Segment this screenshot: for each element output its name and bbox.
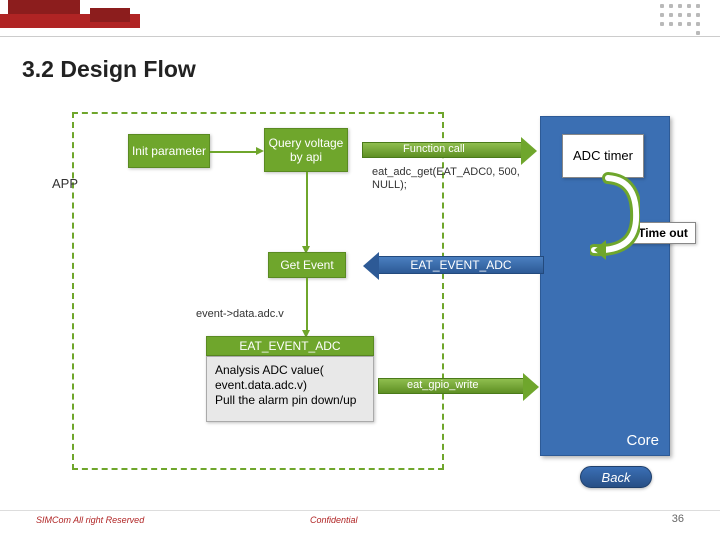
note-adc-get: eat_adc_get(EAT_ADC0, 500, NULL);	[372, 166, 522, 192]
arrow-eat-event-adc: EAT_EVENT_ADC	[378, 256, 544, 274]
core-label: Core	[626, 432, 659, 449]
page-number: 36	[672, 513, 684, 525]
arrow-getevent-to-eat	[306, 278, 308, 330]
eat-event-box: EAT_EVENT_ADC	[206, 336, 374, 356]
page-title: 3.2 Design Flow	[22, 56, 196, 83]
arrow-query-to-getevent	[306, 172, 308, 246]
app-label: APP	[52, 176, 78, 191]
arrow-init-to-query	[210, 151, 256, 153]
get-event-box: Get Event	[268, 252, 346, 278]
function-call-label: Function call	[403, 143, 465, 155]
arrow-function-call: Function call	[362, 142, 522, 158]
query-voltage-box: Query voltage by api	[264, 128, 348, 172]
footer-left: SIMCom All right Reserved	[36, 515, 144, 525]
footer-center: Confidential	[310, 515, 358, 525]
dot-grid-icon	[660, 4, 702, 37]
curve-arrow-icon	[590, 170, 640, 260]
analysis-box: Analysis ADC value( event.data.adc.v) Pu…	[206, 356, 374, 422]
eat-gpio-write-label: eat_gpio_write	[407, 379, 479, 391]
note-event-data: event->data.adc.v	[196, 308, 284, 320]
header-decoration	[0, 0, 720, 50]
footer: SIMCom All right Reserved Confidential 3…	[0, 510, 720, 530]
init-parameter-box: Init parameter	[128, 134, 210, 168]
eat-event-adc-label: EAT_EVENT_ADC	[410, 258, 511, 272]
back-button[interactable]: Back	[580, 466, 652, 488]
arrow-eat-gpio-write: eat_gpio_write	[378, 378, 524, 394]
